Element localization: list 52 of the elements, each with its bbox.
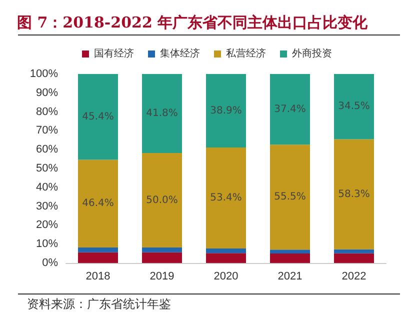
y-tick-label: 30%: [36, 200, 58, 212]
bar: [334, 74, 374, 140]
y-tick-label: 40%: [36, 181, 58, 194]
bar: [78, 74, 118, 160]
bar: [270, 250, 310, 254]
bar: [270, 74, 310, 145]
bar: [334, 253, 374, 263]
y-tick-label: 50%: [36, 162, 58, 174]
bar: [78, 248, 118, 252]
data-label: 34.5%: [338, 101, 370, 112]
bar: [206, 253, 246, 263]
legend-label: 国有经济: [94, 48, 134, 60]
data-label: 53.4%: [210, 192, 242, 204]
bar: [270, 254, 310, 263]
y-tick-label: 0%: [42, 257, 58, 269]
x-tick-label: 2020: [214, 270, 238, 282]
bar: [206, 148, 246, 248]
data-label: 50.0%: [146, 194, 178, 206]
bar: [78, 252, 118, 263]
y-tick-label: 60%: [36, 144, 58, 156]
bar: [142, 74, 182, 153]
text: 资料来源：广东省统计年鉴: [27, 297, 171, 311]
data-label: 41.8%: [146, 108, 178, 119]
data-label: 46.4%: [82, 198, 114, 210]
y-tick-label: 80%: [36, 106, 58, 118]
chart-title: 图 7：2018-2022 年广东省不同主体出口占比变化: [17, 14, 369, 32]
legend-label: 外商投资: [292, 48, 332, 60]
y-tick-label: 100%: [30, 68, 58, 80]
bar: [206, 74, 246, 148]
bar: [142, 252, 182, 263]
y-tick-label: 10%: [36, 238, 58, 250]
data-label: 38.9%: [210, 105, 242, 116]
bar: [334, 139, 374, 250]
y-tick-label: 70%: [36, 124, 58, 137]
x-tick-label: 2018: [86, 270, 110, 282]
y-tick-label: 90%: [36, 86, 58, 99]
x-tick-label: 2022: [342, 270, 366, 282]
y-tick-label: 20%: [36, 219, 58, 232]
x-tick-label: 2019: [150, 270, 174, 282]
bar: [206, 248, 246, 254]
bar: [142, 248, 182, 252]
bar: [334, 249, 374, 254]
data-label: 55.5%: [274, 192, 306, 203]
data-label: 58.3%: [338, 188, 370, 200]
bar: [78, 160, 118, 248]
legend-label: 集体经济: [160, 48, 200, 60]
data-label: 45.4%: [82, 111, 114, 122]
data-label: 37.4%: [274, 104, 306, 115]
x-tick-label: 2021: [278, 270, 302, 282]
legend-label: 私营经济: [226, 48, 266, 60]
bar: [270, 144, 310, 250]
bar: [142, 153, 182, 248]
